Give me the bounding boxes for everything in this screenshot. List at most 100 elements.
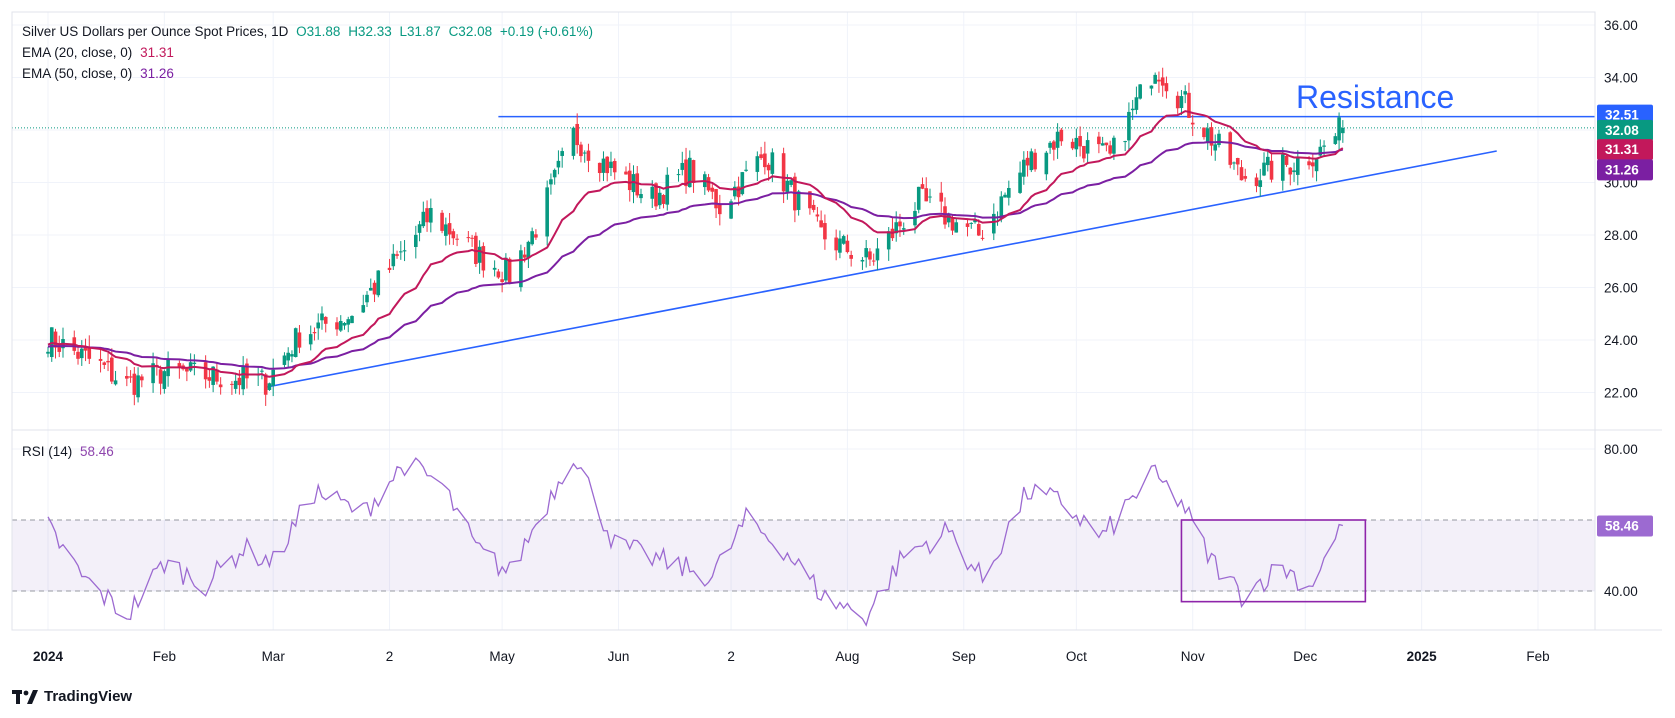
candle-body-71 <box>417 224 422 233</box>
candle-body-120 <box>676 174 681 176</box>
rsi-band <box>12 519 1595 592</box>
candle-body-3 <box>57 344 62 352</box>
candle-body-97 <box>552 169 557 178</box>
candle-body-13 <box>110 357 114 382</box>
candle-body-60 <box>361 305 366 313</box>
candle-body-185 <box>1018 172 1022 193</box>
candle-body-162 <box>894 222 899 234</box>
ema20-legend[interactable]: EMA (20, close, 0) 31.31 <box>22 45 178 60</box>
rsi-value-label: 58.46 <box>1605 518 1639 533</box>
candle-body-217 <box>1183 91 1188 95</box>
candle-body-109 <box>612 160 617 173</box>
candle-body-158 <box>871 260 876 262</box>
axis-labels: 22.0024.0026.0028.0030.0032.0034.0036.00… <box>33 18 1638 664</box>
rsi-band-fill <box>12 520 1595 591</box>
candle-body-20 <box>151 363 155 384</box>
candle-body-61 <box>365 294 369 303</box>
candle-body-6 <box>76 351 80 359</box>
candle-body-163 <box>898 221 902 227</box>
candle-body-9 <box>87 347 92 359</box>
candle-body-36 <box>233 380 238 389</box>
candle-body-151 <box>838 238 842 253</box>
resistance-annotation: Resistance <box>1296 79 1454 115</box>
candle-body-101 <box>575 123 579 146</box>
candle-body-136 <box>759 154 763 159</box>
candle-body-69 <box>402 250 407 252</box>
candle-body-209 <box>1138 84 1142 99</box>
candle-body-129 <box>718 203 722 215</box>
candle-body-224 <box>1217 133 1221 145</box>
time-tick-7: Aug <box>835 649 859 664</box>
time-tick-0: 2024 <box>33 649 64 664</box>
candle-body-173 <box>950 218 955 231</box>
ema50-legend[interactable]: EMA (50, close, 0) 31.26 <box>22 66 178 81</box>
candle-body-177 <box>973 219 977 223</box>
candle-body-128 <box>714 189 718 209</box>
candle-body-242 <box>1314 159 1319 172</box>
tradingview-logo[interactable]: TradingView <box>12 688 132 705</box>
time-tick-11: Dec <box>1293 649 1317 664</box>
candle-body-246 <box>1337 117 1341 141</box>
grid-lines <box>12 12 1595 630</box>
candle-body-130 <box>729 201 733 219</box>
candle-body-146 <box>811 204 816 210</box>
price-label-ema50-bg <box>1597 159 1653 181</box>
candle-body-147 <box>815 214 820 217</box>
chart-frame <box>11 11 1662 631</box>
candle-body-18 <box>136 375 140 398</box>
candle-body-244 <box>1322 145 1326 147</box>
ema50-value: 31.26 <box>140 66 174 81</box>
candle-body-207 <box>1130 108 1135 111</box>
rsi-value: 58.46 <box>80 444 114 459</box>
candle-body-145 <box>808 191 812 209</box>
candle-body-174 <box>954 222 959 233</box>
candle-body-168 <box>924 188 929 202</box>
candle-body-221 <box>1205 128 1210 142</box>
candle-body-29 <box>192 362 197 365</box>
candle-body-115 <box>650 186 655 199</box>
candle-body-155 <box>860 259 865 262</box>
time-tick-6: 2 <box>727 649 735 664</box>
candle-body-47 <box>290 354 294 357</box>
candle-body-216 <box>1179 96 1184 109</box>
candle-body-68 <box>398 251 403 253</box>
candle-body-88 <box>504 257 508 281</box>
rsi-legend[interactable]: RSI (14) 58.46 <box>22 444 118 459</box>
candle-body-194 <box>1059 129 1064 142</box>
candle-body-70 <box>414 234 418 247</box>
price-legend: Silver US Dollars per Ounce Spot Prices,… <box>22 24 597 39</box>
legend-close: C32.08 <box>448 24 493 39</box>
ema20-line <box>47 110 1344 378</box>
candle-body-140 <box>781 153 786 192</box>
candlesticks <box>46 67 1345 406</box>
price-label-ema20-bg <box>1597 139 1653 161</box>
candle-body-94 <box>534 234 538 238</box>
candle-body-106 <box>601 158 606 173</box>
legend-low: L31.87 <box>399 24 441 39</box>
ema20-label: EMA (20, close, 0) <box>22 45 133 60</box>
candle-body-90 <box>519 250 523 288</box>
candle-body-189 <box>1033 152 1037 170</box>
candle-body-98 <box>556 160 561 168</box>
candle-body-167 <box>920 184 925 189</box>
candle-body-239 <box>1295 157 1300 175</box>
candle-body-234 <box>1269 160 1274 180</box>
support-trendline <box>265 150 1497 389</box>
candle-body-117 <box>657 192 662 206</box>
candle-body-179 <box>980 237 985 239</box>
candle-body-149 <box>823 223 827 240</box>
candle-body-233 <box>1265 156 1270 166</box>
candle-body-105 <box>597 162 602 174</box>
candle-body-202 <box>1104 142 1109 146</box>
candle-body-49 <box>297 332 302 348</box>
candle-body-103 <box>582 152 587 154</box>
candle-body-87 <box>500 279 504 282</box>
candle-body-82 <box>474 235 478 264</box>
candle-body-227 <box>1235 158 1240 165</box>
candle-body-108 <box>609 161 613 169</box>
candle-body-62 <box>368 287 373 291</box>
candle-body-132 <box>736 186 741 198</box>
candle-body-236 <box>1284 156 1289 165</box>
rsi-polyline <box>47 457 1343 627</box>
candle-body-45 <box>282 355 287 365</box>
